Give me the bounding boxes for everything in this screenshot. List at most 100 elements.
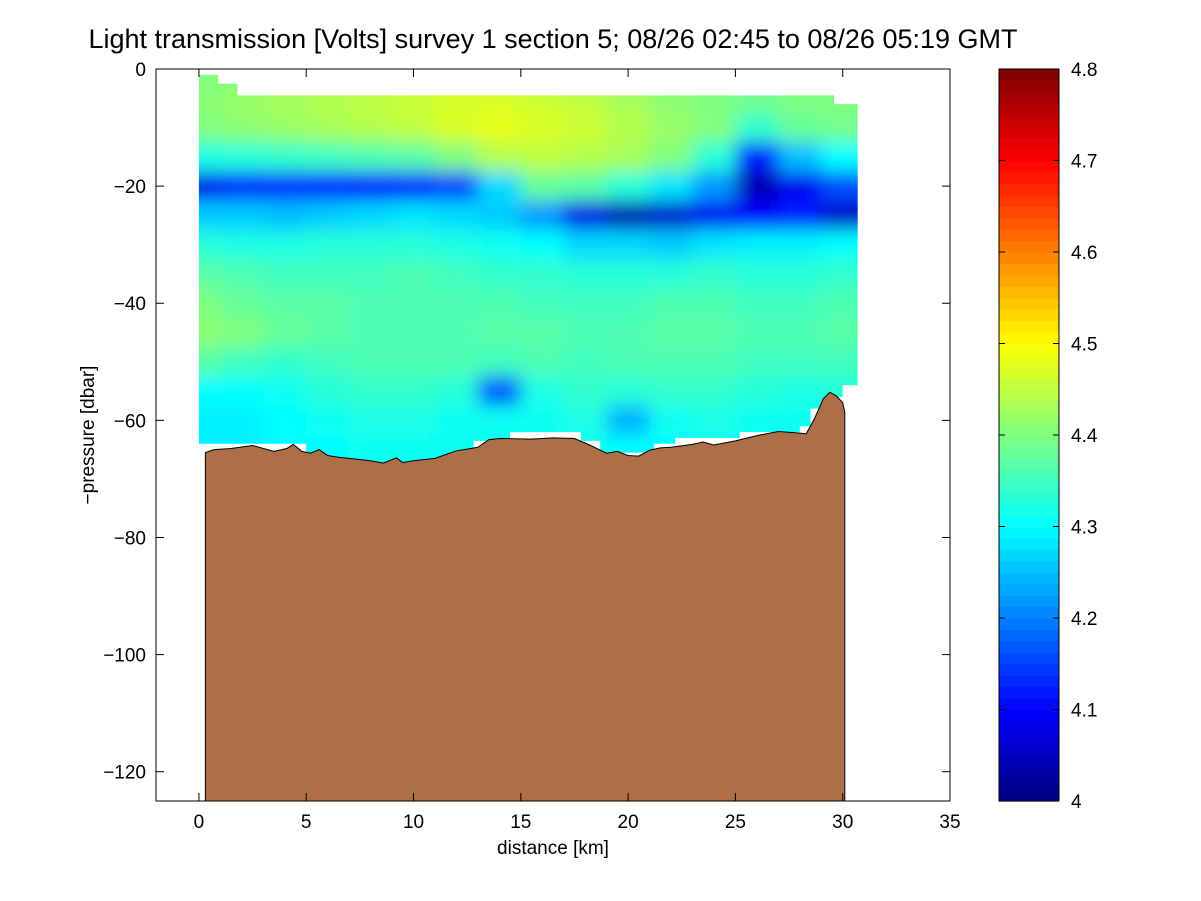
field-cell [477, 200, 522, 232]
colorbar-band [999, 423, 1059, 436]
field-cell [735, 405, 780, 436]
field-cell [349, 376, 393, 407]
field-cell [435, 288, 479, 319]
field-cell [220, 288, 265, 319]
field-cell [220, 347, 265, 378]
colorbar-band [999, 732, 1059, 745]
field-cell [198, 376, 222, 407]
field-cell [692, 317, 737, 349]
field-cell [435, 230, 479, 261]
field-cell [649, 317, 694, 349]
y-tick-label: −40 [114, 294, 146, 315]
field-cell [198, 288, 222, 319]
field-cell [263, 317, 308, 349]
colorbar-band [999, 412, 1059, 425]
field-cell [778, 142, 823, 173]
colorbar-band [999, 377, 1059, 390]
colorbar-band [999, 675, 1059, 688]
colorbar-band [999, 663, 1059, 676]
field-cell [477, 259, 522, 290]
field-cell [649, 288, 694, 319]
field-cell [306, 405, 351, 436]
field-cell [692, 171, 737, 202]
field-cell [435, 200, 479, 232]
field-cell [220, 142, 265, 173]
colorbar-band [999, 469, 1059, 482]
field-cell [649, 376, 694, 407]
field-cell [306, 288, 351, 319]
field-cell [563, 142, 608, 173]
colorbar-band [999, 595, 1059, 608]
colorbar-band [999, 320, 1059, 333]
field-cell [563, 376, 608, 407]
field-cell [606, 376, 651, 407]
x-axis: 0 5 10 15 20 25 30 35 [194, 69, 961, 833]
field-cell [198, 405, 222, 436]
field-cell [520, 259, 565, 290]
field-cell [220, 171, 265, 202]
colorbar-band [999, 743, 1059, 756]
field-cell [649, 171, 694, 202]
colorbar-band [999, 389, 1059, 402]
field-cell [198, 200, 222, 232]
x-tick-label: 30 [832, 812, 853, 833]
field-cell [606, 347, 651, 378]
colorbar-tick-label: 4.8 [1071, 60, 1097, 81]
x-axis-label: distance [km] [497, 838, 609, 859]
field-cell [306, 230, 351, 261]
colorbar-band [999, 137, 1059, 150]
colorbar-band [999, 194, 1059, 207]
field-cell [563, 171, 608, 202]
field-cell [349, 200, 393, 232]
colorbar-band [999, 183, 1059, 196]
field-cell [263, 200, 308, 232]
field-cell [263, 171, 308, 202]
colorbar-band [999, 103, 1059, 116]
colorbar-band [999, 252, 1059, 265]
field-cell [520, 347, 565, 378]
field-cell [477, 288, 522, 319]
transmission-field [198, 74, 858, 465]
field-cell [821, 317, 858, 349]
field-cell [692, 376, 737, 407]
colorbar-band [999, 263, 1059, 276]
colorbar-band [999, 343, 1059, 356]
field-cell [778, 288, 823, 319]
field-cell [778, 347, 823, 378]
field-cell [735, 376, 780, 407]
field-cell [563, 347, 608, 378]
field-cell [220, 317, 265, 349]
colorbar-band [999, 446, 1059, 459]
field-cell [198, 89, 222, 114]
colorbar-tick-label: 4.6 [1071, 243, 1097, 264]
field-cell [821, 171, 858, 202]
colorbar-band [999, 91, 1059, 104]
field-cell [778, 200, 823, 232]
field-cell [606, 405, 651, 436]
field-cell [306, 259, 351, 290]
field-cell [477, 347, 522, 378]
colorbar-tick-label: 4.2 [1071, 609, 1097, 630]
field-cell [692, 142, 737, 173]
field-cell [520, 200, 565, 232]
field-cell [735, 171, 780, 202]
y-tick-label: −60 [114, 411, 146, 432]
field-cell [735, 288, 780, 319]
field-cell [392, 405, 436, 436]
field-cell [435, 376, 479, 407]
field-cell [563, 288, 608, 319]
field-cell [563, 200, 608, 232]
colorbar-band [999, 435, 1059, 448]
colorbar-band [999, 606, 1059, 619]
field-cell [435, 112, 479, 144]
field-cell [821, 259, 858, 290]
colorbar-band [999, 709, 1059, 722]
colorbar-band [999, 720, 1059, 733]
field-cell [735, 347, 780, 378]
field-cell [692, 259, 737, 290]
field-cell [349, 317, 393, 349]
field-cell [306, 142, 351, 173]
field-cell [735, 317, 780, 349]
field-cell [520, 230, 565, 261]
